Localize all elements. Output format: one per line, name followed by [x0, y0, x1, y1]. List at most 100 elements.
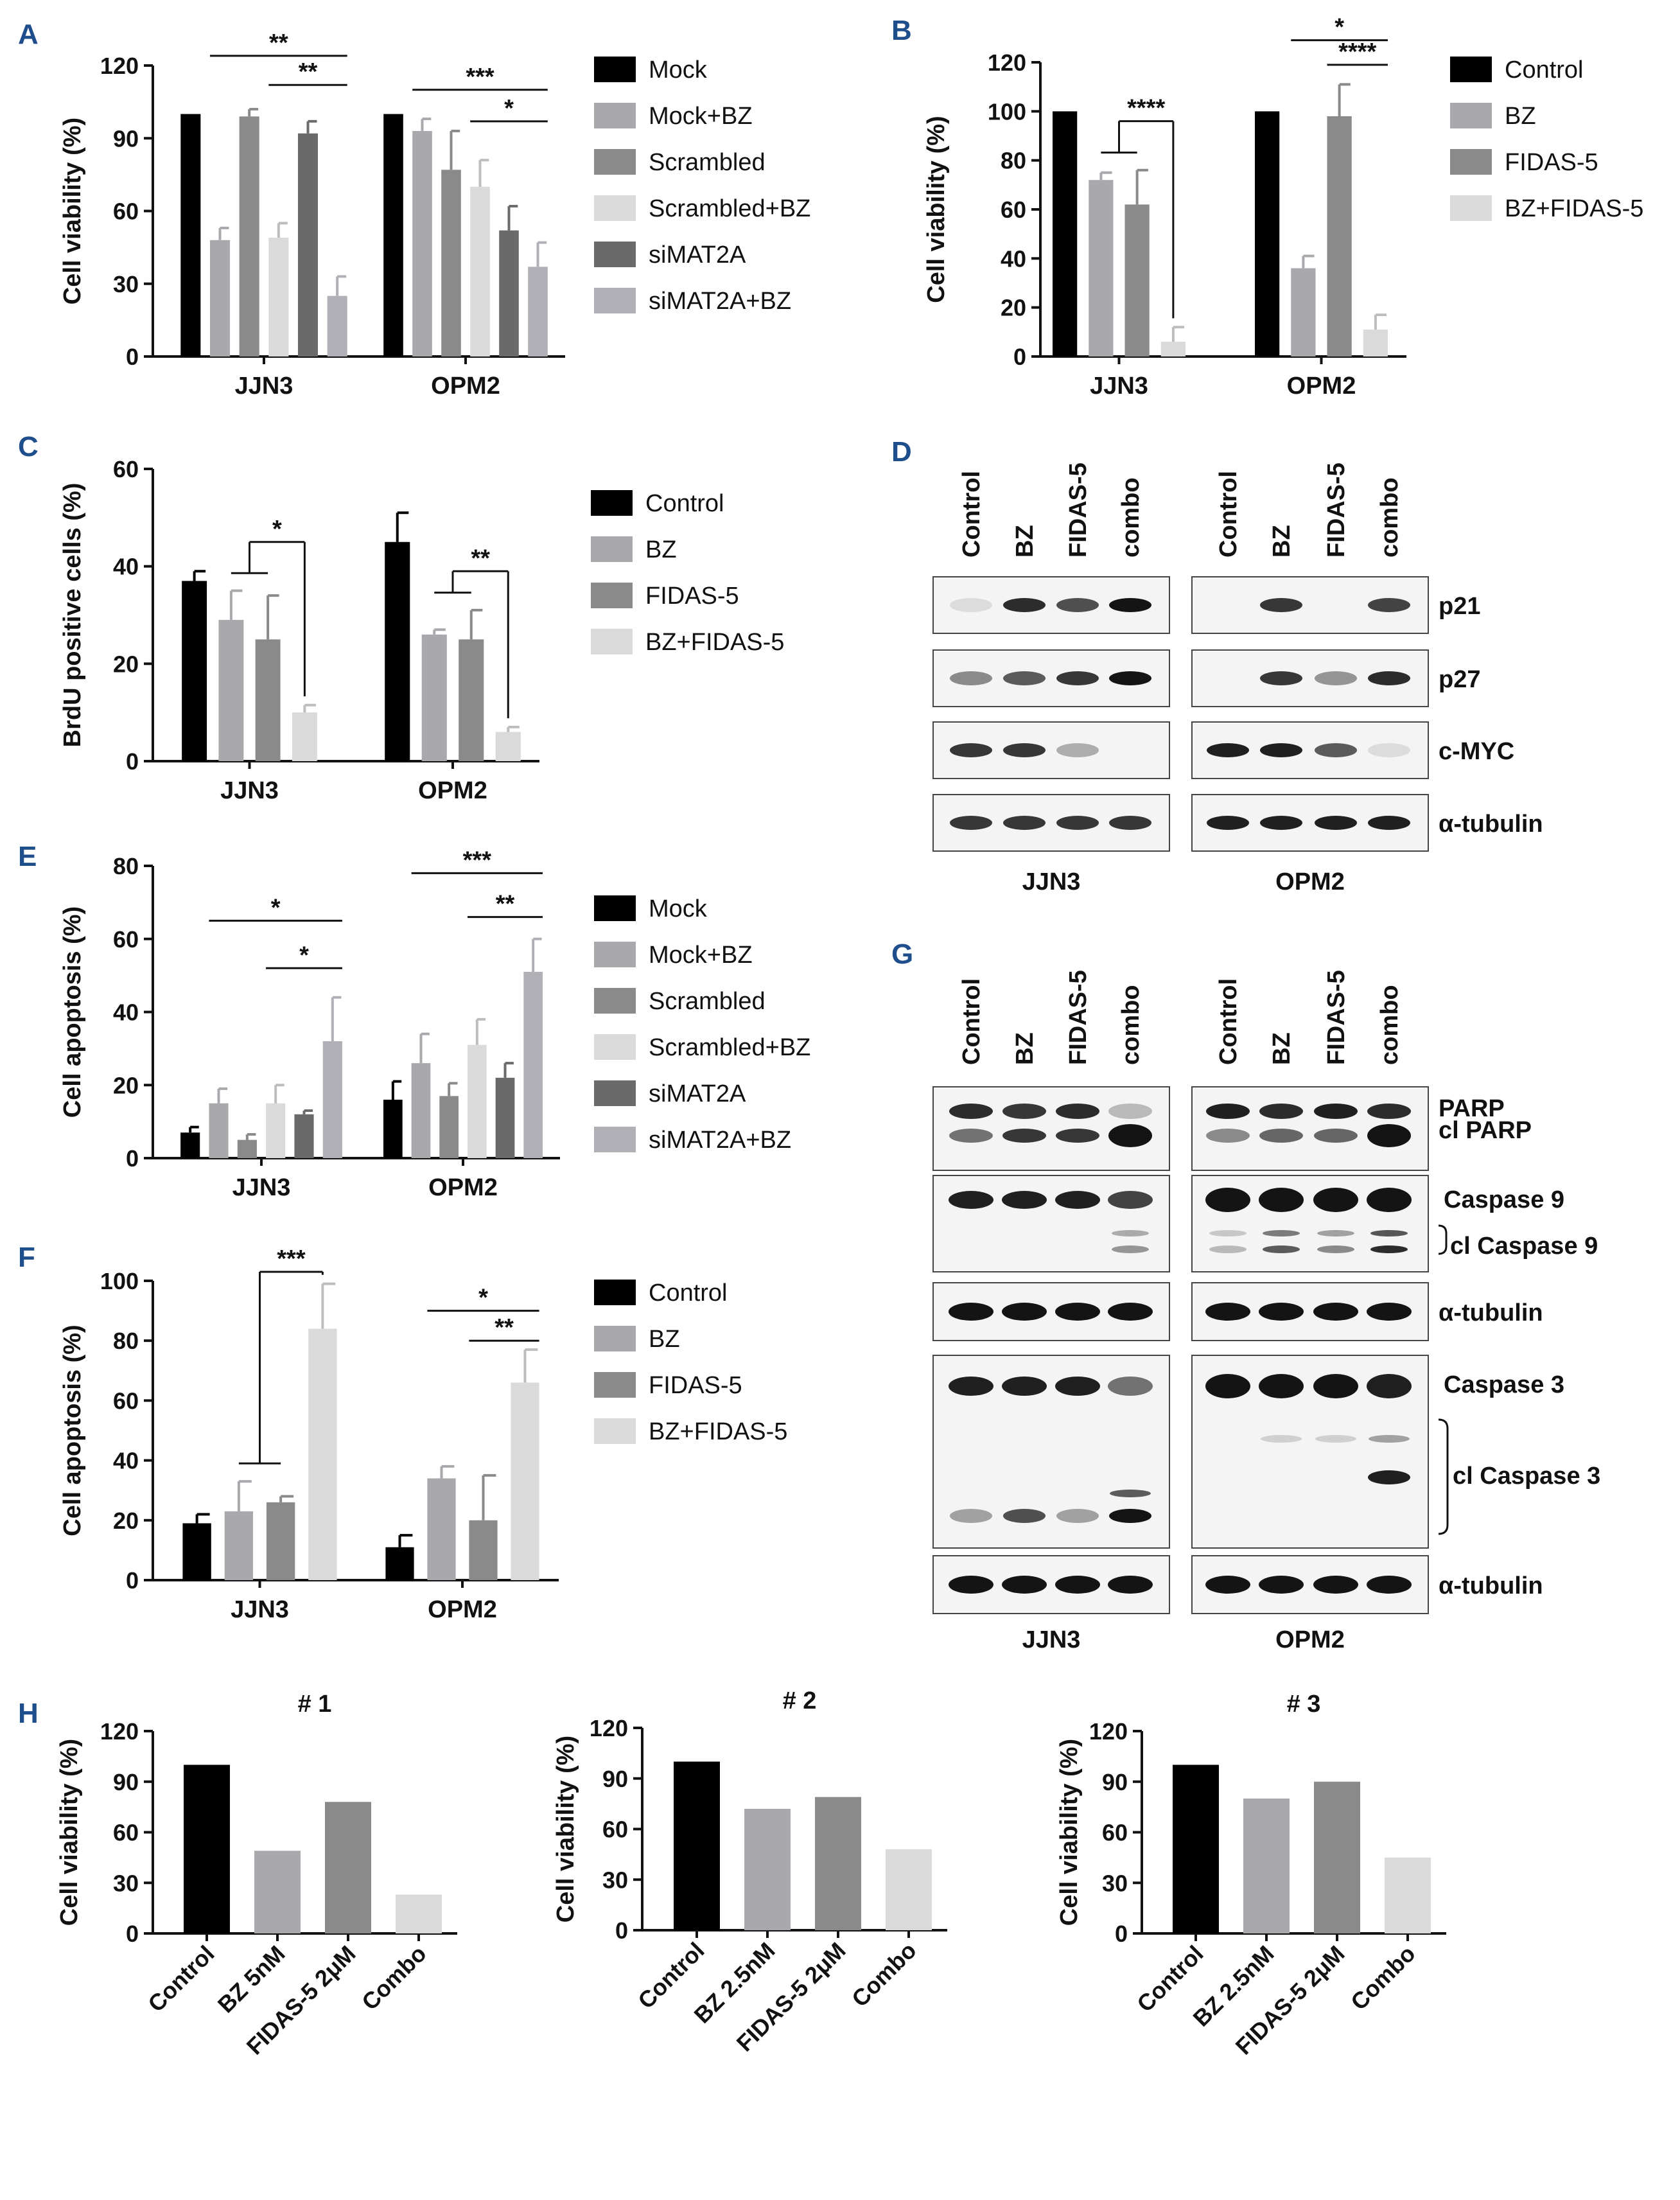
lane-label: combo: [1117, 477, 1144, 558]
bar: [266, 1103, 286, 1158]
bar: [237, 1140, 257, 1158]
y-tick-label: 0: [126, 1567, 139, 1594]
blot-band: [1108, 1576, 1153, 1594]
x-tick-label: Combo: [1345, 1940, 1421, 2016]
y-tick-label: 0: [1013, 344, 1026, 370]
blot-band: [1260, 816, 1302, 830]
blot-band: [950, 1509, 992, 1523]
bar: [1327, 116, 1352, 356]
blot-band: [1260, 598, 1302, 612]
bar: [411, 1063, 431, 1158]
bar: [439, 1096, 459, 1158]
legend-swatch: [594, 1034, 636, 1060]
blot-row-label: p27: [1439, 666, 1480, 693]
bar: [297, 133, 319, 356]
blot-band: [1109, 1509, 1151, 1523]
bar: [674, 1761, 720, 1930]
blot-band: [1260, 743, 1302, 757]
blot-band: [1112, 1230, 1149, 1236]
blot-row-label: cl Caspase 3: [1453, 1463, 1600, 1490]
legend-swatch: [594, 988, 636, 1014]
bar: [459, 639, 484, 761]
bar: [308, 1328, 337, 1580]
lane-label: Control: [958, 978, 985, 1065]
legend-label: siMAT2A+BZ: [649, 288, 791, 315]
bar: [294, 1114, 314, 1158]
blot-cell-label: OPM2: [1275, 1626, 1345, 1653]
blot-band: [949, 1377, 993, 1396]
bar: [523, 971, 543, 1158]
blot-band: [950, 598, 992, 612]
legend-swatch: [594, 195, 636, 221]
legend-label: Mock+BZ: [649, 942, 753, 969]
panel-letter-g: G: [891, 938, 913, 970]
blot-band: [1003, 743, 1046, 757]
y-axis-title: Cell viability (%): [923, 116, 950, 303]
lane-label: FIDAS-5: [1323, 462, 1350, 558]
blot-band: [1259, 1576, 1304, 1594]
x-group-label: JJN3: [235, 373, 293, 400]
lane-label: combo: [1117, 985, 1144, 1065]
blot-band: [1368, 598, 1410, 612]
legend-label: BZ: [645, 536, 677, 563]
y-tick-label: 30: [113, 1870, 139, 1896]
blot-row-label: cl Caspase 9: [1450, 1233, 1598, 1260]
blot-band: [1056, 743, 1099, 757]
chart-title: # 1: [298, 1691, 332, 1718]
blot-band: [1315, 671, 1357, 685]
blot-band: [1207, 743, 1249, 757]
legend-swatch: [594, 1280, 636, 1305]
y-tick-label: 0: [1115, 1921, 1128, 1947]
lane-label: FIDAS-5: [1065, 462, 1092, 558]
blot-band: [1370, 1245, 1408, 1253]
bar: [427, 1478, 456, 1580]
lane-label: BZ: [1268, 1032, 1295, 1065]
blot-band: [1056, 816, 1099, 830]
y-axis-title: Cell viability (%): [552, 1736, 579, 1923]
legend-label: BZ: [1505, 103, 1536, 130]
y-tick-label: 30: [602, 1867, 628, 1893]
blot-band: [1368, 1470, 1410, 1484]
blot-cell-label: JJN3: [1022, 1626, 1081, 1653]
blot-band: [1056, 1509, 1099, 1523]
legend-label: Control: [1505, 57, 1584, 84]
panel-letter-h: H: [18, 1698, 39, 1729]
bar: [383, 114, 403, 356]
legend-label: FIDAS-5: [649, 1372, 742, 1399]
legend-swatch: [594, 149, 636, 175]
y-tick-label: 120: [100, 53, 139, 79]
y-tick-label: 120: [590, 1715, 628, 1741]
y-axis-title: Cell viability (%): [1056, 1739, 1083, 1926]
sig-label: *: [272, 516, 282, 543]
lane-label: Control: [1215, 978, 1242, 1065]
blot-band: [1209, 1245, 1247, 1253]
blot-band: [1056, 1104, 1099, 1119]
legend-swatch: [1450, 149, 1492, 175]
chart-title: # 3: [1287, 1691, 1321, 1718]
y-axis-title: Cell apoptosis (%): [59, 1324, 86, 1536]
blot-band: [1314, 1104, 1358, 1119]
blot-band: [1002, 1104, 1046, 1119]
sig-label: *: [271, 894, 281, 921]
legend-label: Scrambled: [649, 149, 766, 176]
blot-row-label: c-MYC: [1439, 738, 1514, 765]
blot-band: [1315, 816, 1357, 830]
y-tick-label: 40: [1001, 245, 1026, 272]
bar: [1160, 342, 1186, 356]
blot-band: [949, 1303, 993, 1321]
x-tick-label: Combo: [356, 1940, 432, 2016]
blot-band: [1317, 1245, 1354, 1253]
blot-band: [1370, 1230, 1408, 1236]
legend-label: Scrambled+BZ: [649, 195, 810, 222]
x-group-label: OPM2: [1287, 373, 1356, 400]
y-tick-label: 90: [1102, 1769, 1128, 1795]
y-tick-label: 90: [113, 1769, 139, 1795]
blot-band: [1259, 1129, 1303, 1143]
blot-row-label: p21: [1439, 593, 1480, 620]
blot-band: [1002, 1129, 1046, 1143]
blot-band: [1206, 1104, 1250, 1119]
